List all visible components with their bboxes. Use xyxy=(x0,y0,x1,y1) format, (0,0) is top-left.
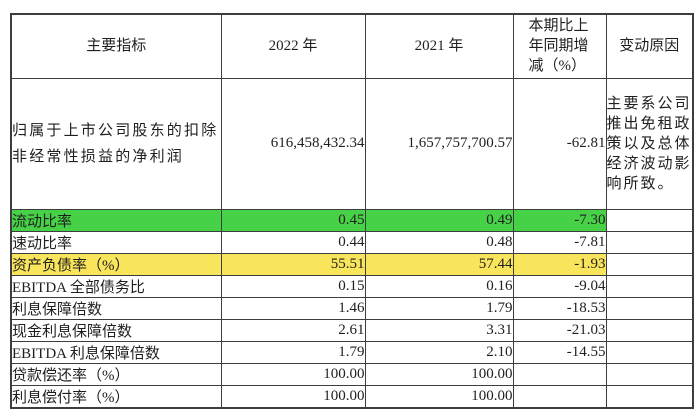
reason-cell xyxy=(605,208,694,232)
value-2021-cell: 3.31 xyxy=(364,318,514,342)
table-header-row: 主要指标 2022 年 2021 年 本期比上年同期增减（%） 变动原因 xyxy=(10,13,694,79)
value-2022-cell: 616,458,432.34 xyxy=(220,77,366,210)
indicator-cell: 利息偿付率（%） xyxy=(10,384,222,408)
value-2022-cell: 100.00 xyxy=(220,384,366,408)
table-row: 速动比率 0.44 0.48 -7.81 xyxy=(10,230,694,254)
value-2021-cell: 1.79 xyxy=(364,296,514,320)
table-row: 贷款偿还率（%） 100.00 100.00 xyxy=(10,362,694,386)
change-cell xyxy=(512,362,607,386)
indicator-cell: 速动比率 xyxy=(10,230,222,254)
reason-cell xyxy=(605,252,694,276)
key-indicators-table: 主要指标 2022 年 2021 年 本期比上年同期增减（%） 变动原因 归属于… xyxy=(10,13,694,409)
value-2022-cell: 1.46 xyxy=(220,296,366,320)
value-2022-cell: 0.15 xyxy=(220,274,366,298)
indicator-cell: EBITDA 全部债务比 xyxy=(10,274,222,298)
change-cell: -21.03 xyxy=(512,318,607,342)
value-2022-cell: 1.79 xyxy=(220,340,366,364)
change-cell: -62.81 xyxy=(512,77,607,210)
table-row-highlight-green: 流动比率 0.45 0.49 -7.30 xyxy=(10,208,694,232)
column-header-2021: 2021 年 xyxy=(364,13,514,79)
value-2022-cell: 0.45 xyxy=(220,208,366,232)
indicator-cell: 资产负债率（%） xyxy=(10,252,222,276)
table-row: 现金利息保障倍数 2.61 3.31 -21.03 xyxy=(10,318,694,342)
indicator-cell: 现金利息保障倍数 xyxy=(10,318,222,342)
table-row: EBITDA 利息保障倍数 1.79 2.10 -14.55 xyxy=(10,340,694,364)
change-cell: -18.53 xyxy=(512,296,607,320)
reason-cell xyxy=(605,296,694,320)
reason-cell xyxy=(605,318,694,342)
value-2021-cell: 2.10 xyxy=(364,340,514,364)
reason-cell xyxy=(605,274,694,298)
table-row-highlight-yellow: 资产负债率（%） 55.51 57.44 -1.93 xyxy=(10,252,694,276)
value-2022-cell: 100.00 xyxy=(220,362,366,386)
value-2021-cell: 0.48 xyxy=(364,230,514,254)
indicator-cell: 归属于上市公司股东的扣除非经常性损益的净利润 xyxy=(10,77,222,210)
table-row: 归属于上市公司股东的扣除非经常性损益的净利润 616,458,432.34 1,… xyxy=(10,77,694,210)
column-header-change: 本期比上年同期增减（%） xyxy=(512,13,607,79)
reason-cell xyxy=(605,362,694,386)
reason-cell xyxy=(605,230,694,254)
change-cell: -7.30 xyxy=(512,208,607,232)
table-row: EBITDA 全部债务比 0.15 0.16 -9.04 xyxy=(10,274,694,298)
reason-cell xyxy=(605,340,694,364)
change-cell: -1.93 xyxy=(512,252,607,276)
indicator-cell: 流动比率 xyxy=(10,208,222,232)
table-row: 利息偿付率（%） 100.00 100.00 xyxy=(10,384,694,408)
change-cell xyxy=(512,384,607,408)
value-2022-cell: 55.51 xyxy=(220,252,366,276)
value-2022-cell: 0.44 xyxy=(220,230,366,254)
value-2021-cell: 100.00 xyxy=(364,362,514,386)
value-2021-cell: 100.00 xyxy=(364,384,514,408)
value-2021-cell: 0.16 xyxy=(364,274,514,298)
indicator-cell: EBITDA 利息保障倍数 xyxy=(10,340,222,364)
column-header-2022: 2022 年 xyxy=(220,13,366,79)
column-header-reason: 变动原因 xyxy=(605,13,694,79)
indicator-cell: 利息保障倍数 xyxy=(10,296,222,320)
change-cell: -7.81 xyxy=(512,230,607,254)
indicator-cell: 贷款偿还率（%） xyxy=(10,362,222,386)
value-2021-cell: 57.44 xyxy=(364,252,514,276)
reason-cell: 主要系公司推出免租政策以及总体经济波动影响所致。 xyxy=(605,77,694,210)
column-header-change-text: 本期比上年同期增减（%） xyxy=(528,18,589,75)
value-2021-cell: 0.49 xyxy=(364,208,514,232)
change-cell: -9.04 xyxy=(512,274,607,298)
change-cell: -14.55 xyxy=(512,340,607,364)
reason-cell xyxy=(605,384,694,408)
value-2021-cell: 1,657,757,700.57 xyxy=(364,77,514,210)
table-row: 利息保障倍数 1.46 1.79 -18.53 xyxy=(10,296,694,320)
value-2022-cell: 2.61 xyxy=(220,318,366,342)
column-header-indicator: 主要指标 xyxy=(10,13,222,79)
